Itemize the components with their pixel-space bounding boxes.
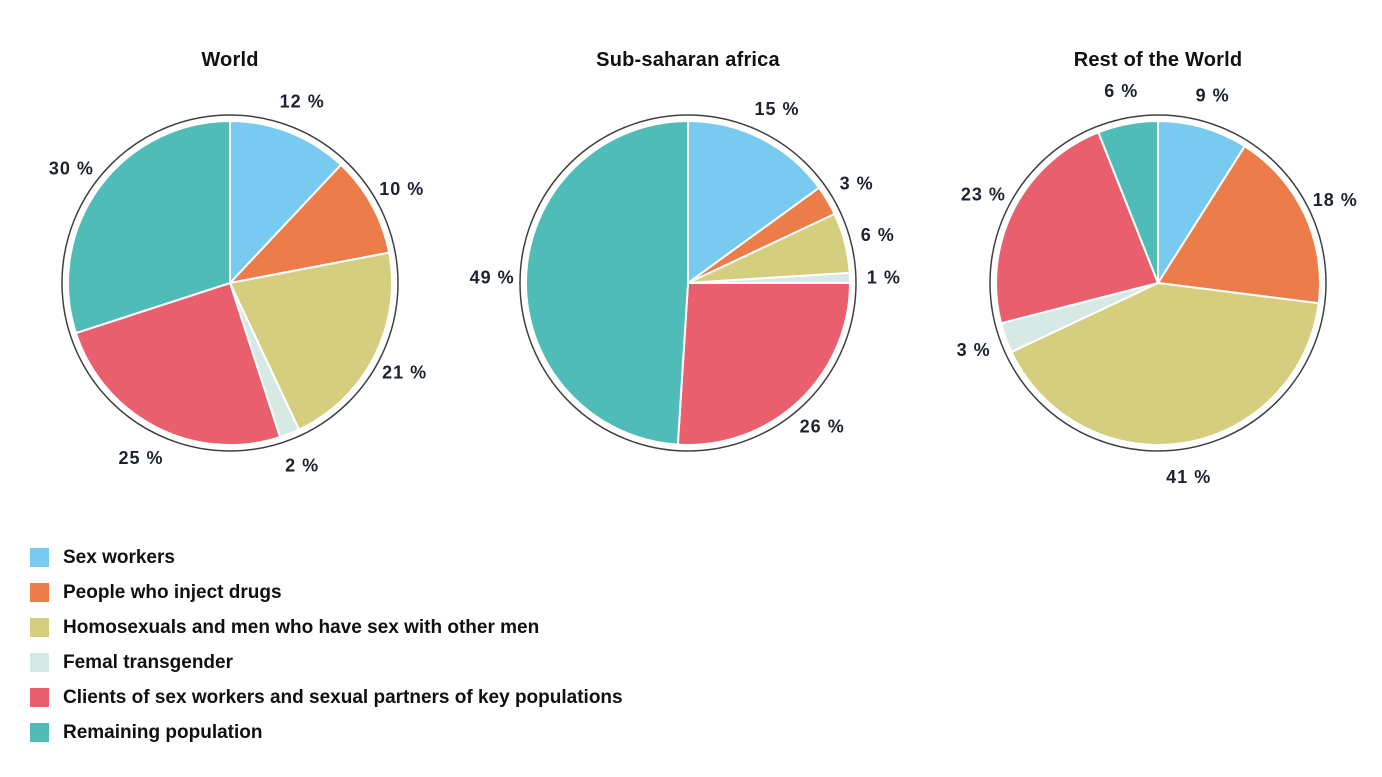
slice-percent-label-sub-saharan-africa-remaining-population: 49 % [470,267,515,287]
pie-slice-sub-saharan-africa-remaining-population [525,120,689,446]
pie-slice-world-people-who-inject-drugs [229,163,391,284]
legend: Sex workers People who inject drugs Homo… [30,546,623,758]
pie-slice-rest-of-the-world-people-who-inject-drugs [1157,145,1321,305]
legend-swatch-sex-workers [30,548,49,567]
slice-percent-label-sub-saharan-africa-femal-transgender: 1 % [867,267,901,287]
slice-percent-label-world-homosexuals-and-men-who-have-sex-with-other-men: 21 % [382,362,427,382]
slice-percent-label-sub-saharan-africa-sex-workers: 15 % [754,99,799,119]
legend-swatch-clients-of-sex-workers [30,688,49,707]
pie-slice-world-clients-of-sex-workers-and-sexual-partners-of-key-populations [74,282,282,446]
slice-percent-label-rest-of-the-world-clients-of-sex-workers-and-sexual-partners-of-key-populations: 23 % [961,184,1006,204]
pie-slice-world-homosexuals-and-men-who-have-sex-with-other-men [229,251,393,431]
legend-label-clients-of-sex-workers: Clients of sex workers and sexual partne… [63,686,623,708]
slice-percent-label-rest-of-the-world-remaining-population: 6 % [1104,81,1138,101]
slice-percent-label-sub-saharan-africa-clients-of-sex-workers-and-sexual-partners-of-key-populations: 26 % [800,416,845,436]
legend-item-people-who-inject-drugs: People who inject drugs [30,581,623,603]
pie-slice-rest-of-the-world-remaining-population [1097,120,1159,284]
pie-slice-sub-saharan-africa-clients-of-sex-workers-and-sexual-partners-of-key-populations [676,282,851,446]
legend-swatch-people-who-inject-drugs [30,583,49,602]
slice-percent-label-world-clients-of-sex-workers-and-sexual-partners-of-key-populations: 25 % [118,448,163,468]
legend-label-sex-workers: Sex workers [63,546,175,568]
pie-charts-row: World 12 % 10 % 21 % 2 % 25 % 30 % Sub-sahara… [0,46,1382,514]
chart-title-rest-of-the-world: Rest of the World [1073,49,1243,71]
pie-slice-rest-of-the-world-clients-of-sex-workers-and-sexual-partners-of-key-populations [995,131,1159,325]
pie-svg-rest-of-the-world: 9 % 18 % 41 % 3 % 23 % 6 % [957,81,1358,487]
slice-percent-label-world-remaining-population: 30 % [49,158,94,178]
pie-slice-world-sex-workers [229,120,342,284]
pie-outer-ring [519,114,857,452]
legend-item-sex-workers: Sex workers [30,546,623,568]
legend-item-femal-transgender: Femal transgender [30,651,623,673]
pie-figure-sub-saharan-africa: Sub-saharan africa 15 % 3 % 6 % 1 % 26 % 49 % [458,46,918,514]
legend-item-remaining-population: Remaining population [30,721,623,743]
pie-figure-world: World 12 % 10 % 21 % 2 % 25 % 30 % [0,46,460,514]
legend-label-remaining-population: Remaining population [63,721,263,743]
pie-slice-sub-saharan-africa-sex-workers [687,120,821,284]
pie-slice-rest-of-the-world-sex-workers [1157,120,1246,284]
legend-label-people-who-inject-drugs: People who inject drugs [63,581,282,603]
slice-percent-label-world-femal-transgender: 2 % [285,456,319,476]
legend-label-femal-transgender: Femal transgender [63,651,233,673]
legend-swatch-remaining-population [30,723,49,742]
legend-swatch-femal-transgender [30,653,49,672]
legend-item-clients-of-sex-workers: Clients of sex workers and sexual partne… [30,686,623,708]
slice-percent-label-rest-of-the-world-people-who-inject-drugs: 18 % [1313,190,1358,210]
legend-label-homosexuals-msm: Homosexuals and men who have sex with ot… [63,616,540,638]
pie-outer-ring [989,114,1327,452]
slice-percent-label-rest-of-the-world-femal-transgender: 3 % [957,340,991,360]
chart-title-sub-saharan-africa: Sub-saharan africa [596,49,780,71]
slice-percent-label-sub-saharan-africa-homosexuals-and-men-who-have-sex-with-other-men: 6 % [861,225,895,245]
slice-percent-label-rest-of-the-world-homosexuals-and-men-who-have-sex-with-other-men: 41 % [1166,467,1211,487]
pie-slice-rest-of-the-world-homosexuals-and-men-who-have-sex-with-other-men [1010,282,1320,446]
slice-percent-label-rest-of-the-world-sex-workers: 9 % [1196,85,1230,105]
pie-outer-ring [61,114,399,452]
pie-figure-rest-of-the-world: Rest of the World 9 % 18 % 41 % 3 % 23 % 6 % [928,46,1382,514]
slice-percent-label-world-sex-workers: 12 % [280,91,325,111]
pie-svg-sub-saharan-africa: 15 % 3 % 6 % 1 % 26 % 49 % [470,99,901,452]
slice-percent-label-world-people-who-inject-drugs: 10 % [379,179,424,199]
chart-title-world: World [201,49,259,71]
slice-percent-label-sub-saharan-africa-people-who-inject-drugs: 3 % [840,174,874,194]
pie-svg-world: 12 % 10 % 21 % 2 % 25 % 30 % [49,91,427,476]
pie-slice-world-remaining-population [67,120,231,335]
legend-item-homosexuals-msm: Homosexuals and men who have sex with ot… [30,616,623,638]
legend-swatch-homosexuals-msm [30,618,49,637]
